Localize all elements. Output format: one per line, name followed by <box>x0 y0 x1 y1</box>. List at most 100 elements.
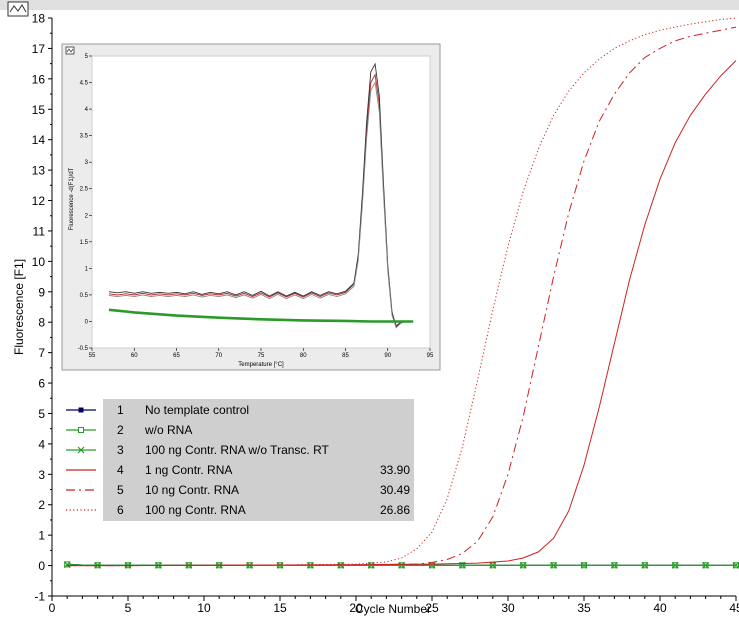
main-y-axis-label: Fluorescence [F1] <box>12 259 26 355</box>
inset-y-tick-label: 1 <box>85 266 89 272</box>
series-line-5 <box>67 26 737 567</box>
legend-entry-name: w/o RNA <box>144 423 192 437</box>
legend-entry-4: 4 1 ng Contr. RNA 33.90 <box>66 463 410 477</box>
inset-x-axis-label: Temperature [°C] <box>238 362 284 368</box>
legend-entry-number: 1 <box>117 403 124 417</box>
main-y-tick-label: 11 <box>33 224 46 238</box>
main-y-tick-label: 2 <box>38 498 45 512</box>
legend-entry-number: 3 <box>117 443 124 457</box>
legend-entry-name: 10 ng Contr. RNA <box>145 483 239 497</box>
main-y-tick-label: 8 <box>38 316 45 330</box>
inset-x-tick-label: 75 <box>258 353 265 359</box>
main-y-tick-label: 5 <box>38 407 45 421</box>
legend-entry-ct-value: 26.86 <box>380 503 410 517</box>
inset-x-tick-label: 80 <box>300 353 307 359</box>
legend-entry-5: 5 10 ng Contr. RNA 30.49 <box>66 483 410 497</box>
legend-background <box>103 399 414 521</box>
legend: 1 No template control 2 w/o RNA 3 100 ng Cont… <box>66 399 414 521</box>
main-y-tick-label: 9 <box>38 285 45 299</box>
main-x-tick-label: 0 <box>49 601 56 615</box>
legend-entry-3: 3 100 ng Contr. RNA w/o Transc. RT <box>66 443 330 457</box>
inset-x-tick-label: 60 <box>131 353 138 359</box>
data-point-marker <box>550 561 558 569</box>
inset-y-tick-label: 0.5 <box>80 293 89 299</box>
inset-x-tick-label: 95 <box>427 353 434 359</box>
main-x-tick-label: 15 <box>273 601 287 615</box>
main-y-tick-label: 7 <box>38 346 45 360</box>
legend-entry-name: 1 ng Contr. RNA <box>145 463 232 477</box>
legend-entry-1: 1 No template control <box>66 403 249 417</box>
plot-corner-icon <box>7 1 29 17</box>
data-point-marker <box>78 427 84 433</box>
legend-entry-ct-value: 33.90 <box>380 463 410 477</box>
inset-x-tick-label: 85 <box>342 353 349 359</box>
data-point-marker <box>610 561 618 569</box>
main-x-tick-label: 35 <box>577 601 591 615</box>
inset-y-tick-label: 3 <box>85 160 89 166</box>
inset-corner-icon <box>65 46 75 55</box>
legend-entry-6: 6 100 ng Contr. RNA 26.86 <box>66 503 410 517</box>
inset-series-group <box>108 62 414 329</box>
legend-entry-name: No template control <box>145 403 249 417</box>
main-series-5 <box>67 26 737 567</box>
legend-entry-ct-value: 30.49 <box>380 483 410 497</box>
main-y-tick-label: 6 <box>38 377 45 391</box>
data-point-marker <box>398 561 406 569</box>
main-x-tick-label: 25 <box>425 601 439 615</box>
inset-x-tick-label: 90 <box>384 353 391 359</box>
legend-entry-name: 100 ng Contr. RNA <box>145 503 246 517</box>
plot-top-bar <box>0 0 739 10</box>
data-point-marker <box>519 561 527 569</box>
inset-x-tick-label: 70 <box>215 353 222 359</box>
data-point-marker <box>428 561 436 569</box>
main-y-tick-label: 3 <box>38 468 45 482</box>
data-point-marker <box>580 561 588 569</box>
data-point-marker <box>732 561 739 569</box>
inset-plot-area <box>91 55 431 349</box>
data-point-marker <box>63 561 71 569</box>
main-y-tick-label: 13 <box>32 164 46 178</box>
main-x-tick-label: 5 <box>125 601 132 615</box>
inset-series-line <box>108 81 414 329</box>
inset-y-axis-label: Fluorescence -d(F1)/dT <box>69 167 75 230</box>
main-y-tick-label: 15 <box>32 103 46 117</box>
inset-y-tick-label: 2.5 <box>80 187 89 193</box>
data-point-marker <box>489 561 497 569</box>
main-x-tick-label: 45 <box>729 601 739 615</box>
inset-y-tick-label: 0 <box>85 319 89 325</box>
main-y-tick-label: 17 <box>32 42 46 56</box>
legend-entry-number: 5 <box>117 483 124 497</box>
main-y-tick-label: 1 <box>38 529 45 543</box>
main-x-tick-label: 10 <box>197 601 211 615</box>
inset-y-tick-label: 2 <box>85 213 89 219</box>
main-x-axis-label: Cycle Number <box>355 602 431 616</box>
main-x-tick-label: 40 <box>653 601 667 615</box>
legend-entry-name: 100 ng Contr. RNA w/o Transc. RT <box>145 443 330 457</box>
main-y-tick-label: 10 <box>32 255 46 269</box>
inset-x-tick-label: 55 <box>89 353 96 359</box>
main-y-tick-label: 4 <box>38 437 45 451</box>
inset-y-tick-label: 1.5 <box>80 240 89 246</box>
data-point-marker <box>77 446 85 454</box>
inset-y-tick-label: 4 <box>85 107 89 113</box>
legend-entry-2: 2 w/o RNA <box>66 423 192 437</box>
main-x-tick-label: 30 <box>501 601 515 615</box>
inset-x-tick-label: 65 <box>173 353 180 359</box>
inset-y-tick-label: 3.5 <box>80 134 89 140</box>
legend-entry-number: 4 <box>117 463 124 477</box>
main-y-tick-label: 12 <box>32 194 46 208</box>
data-point-marker <box>671 561 679 569</box>
data-point-marker <box>78 407 84 413</box>
main-y-tick-label: 16 <box>32 72 46 86</box>
main-y-tick-label: -1 <box>34 590 45 604</box>
data-point-marker <box>641 561 649 569</box>
inset-y-tick-label: -0.5 <box>78 346 89 352</box>
main-y-tick-label: 0 <box>38 559 45 573</box>
inset-y-tick-label: 4.5 <box>80 81 89 87</box>
main-series-group <box>63 17 739 569</box>
